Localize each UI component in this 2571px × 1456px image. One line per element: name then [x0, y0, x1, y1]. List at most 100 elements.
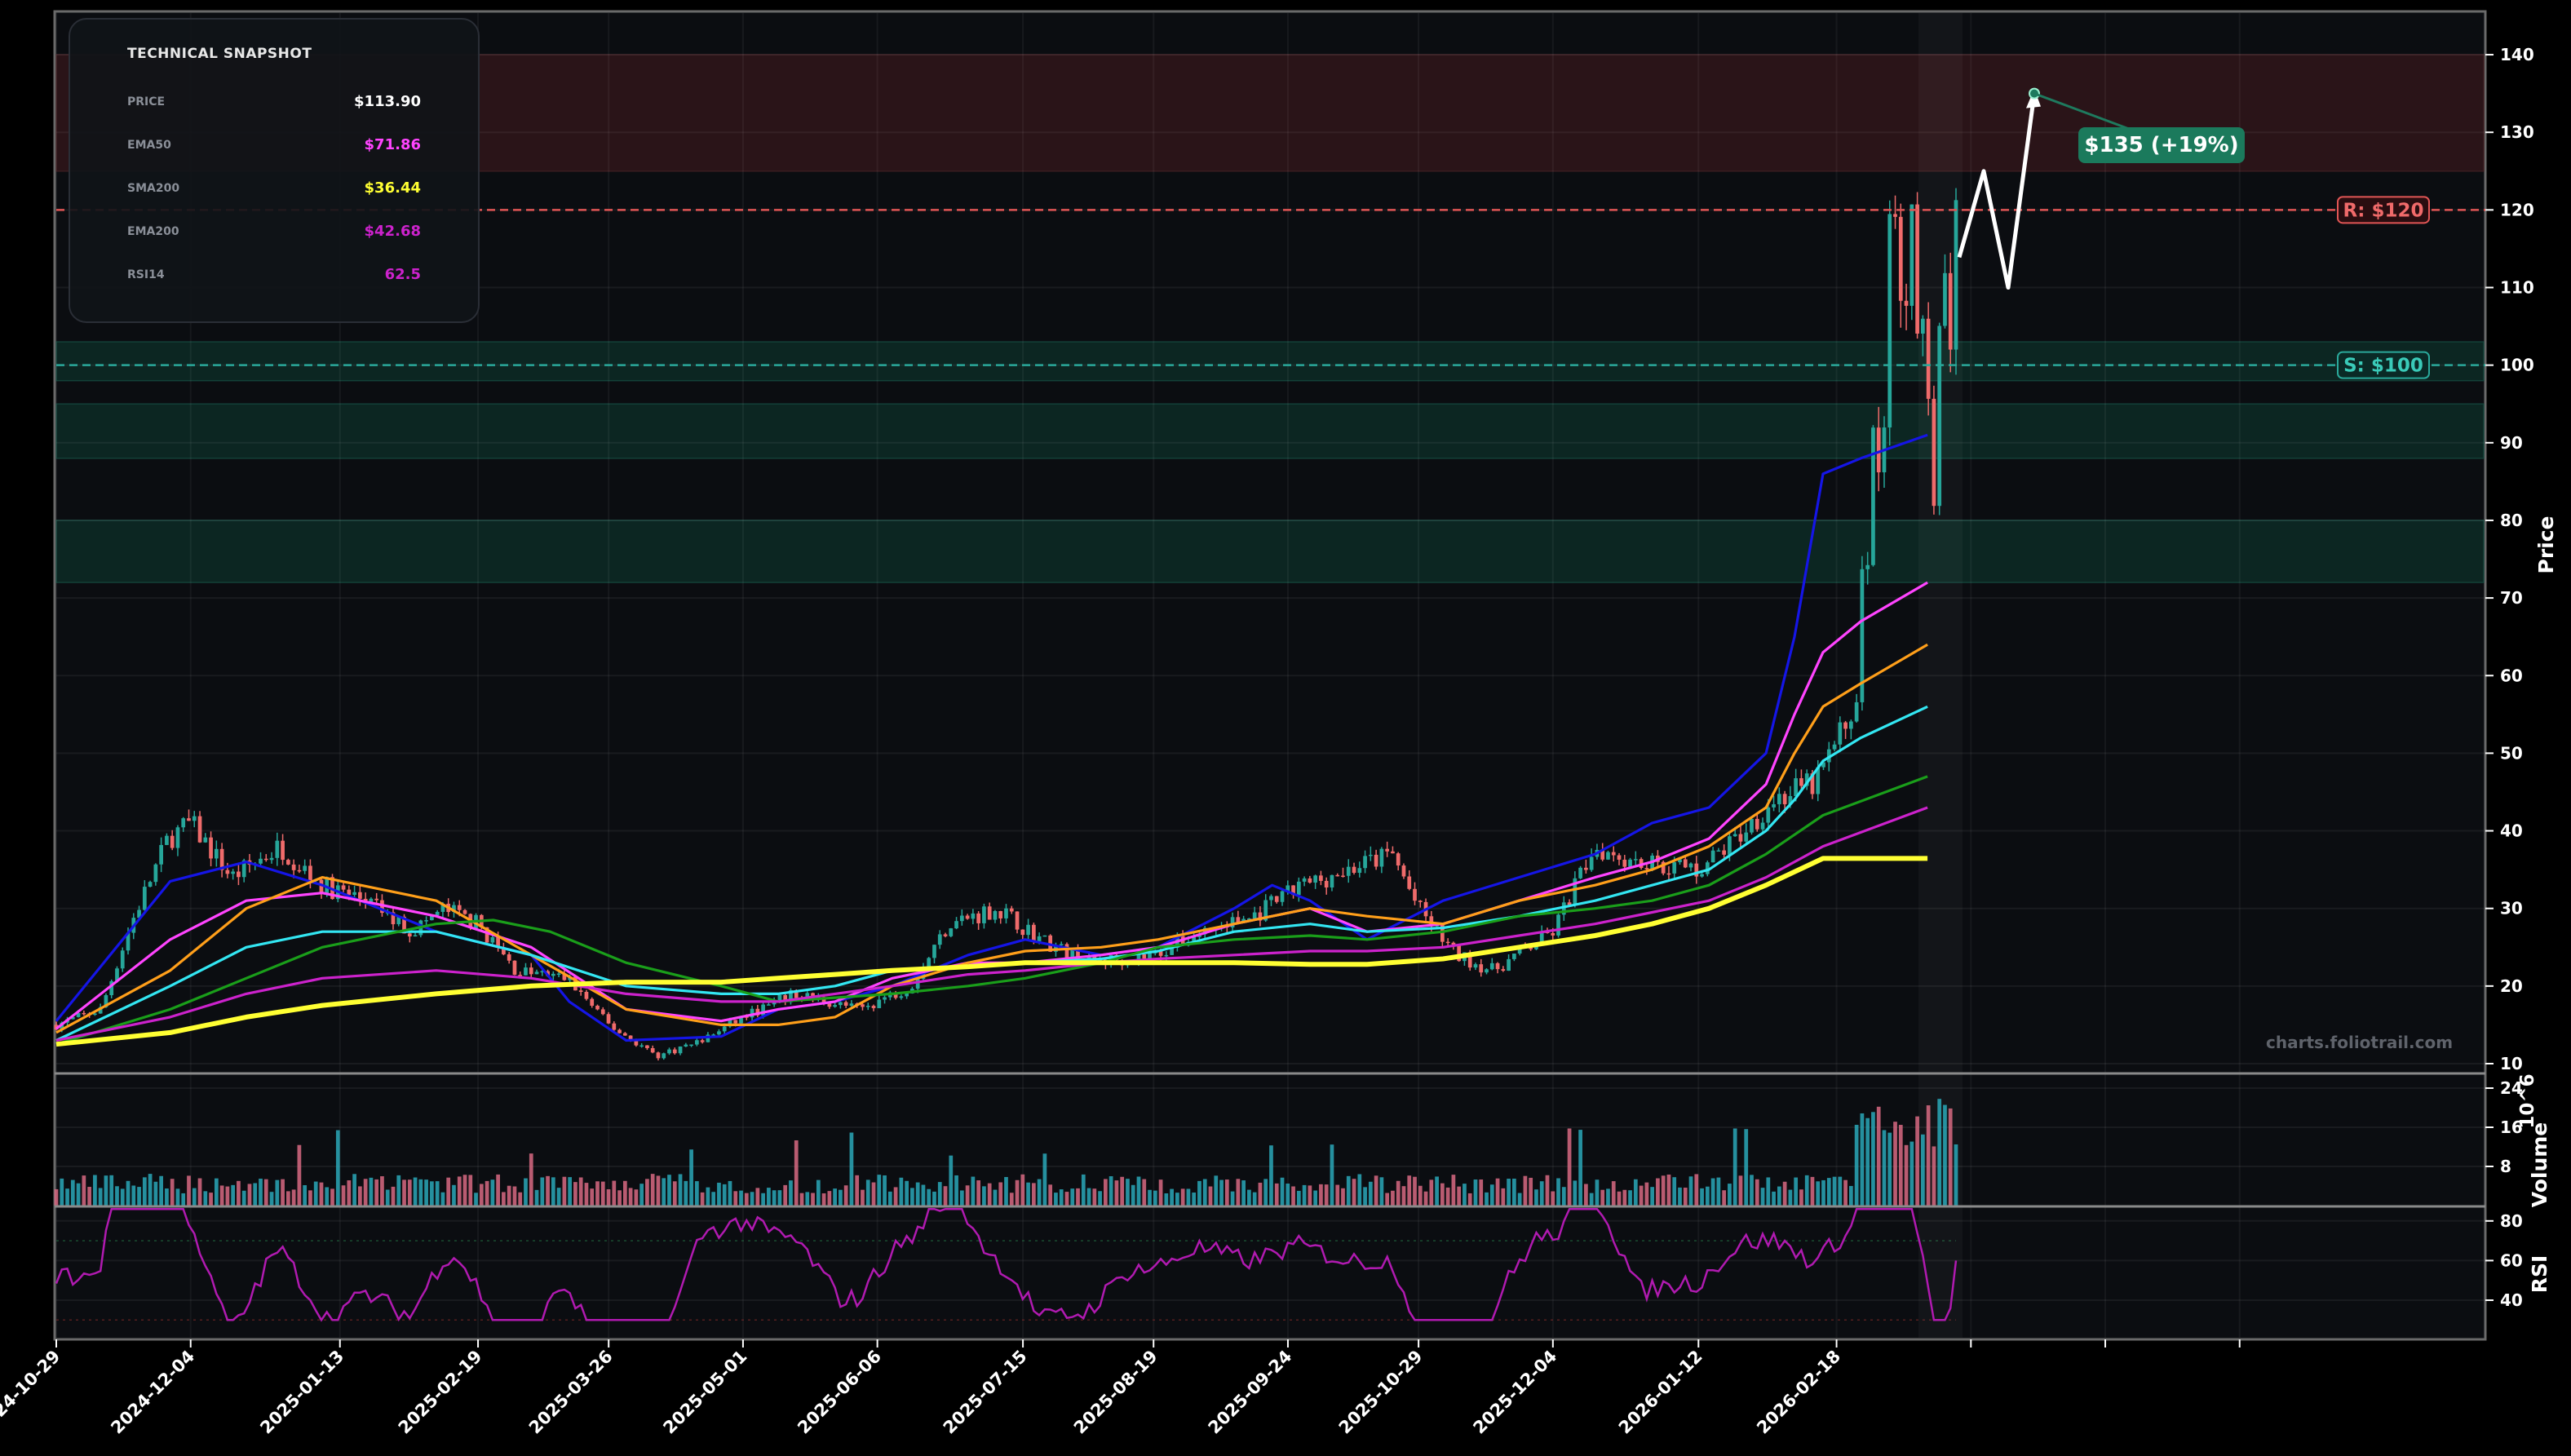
candle-body	[915, 979, 920, 989]
candle-body	[656, 1052, 661, 1059]
candle-body	[1192, 936, 1197, 942]
volume-bar	[849, 1132, 854, 1206]
volume-bar	[462, 1175, 467, 1206]
volume-bar	[1589, 1193, 1594, 1206]
candle-body	[109, 980, 114, 996]
candle-body	[181, 818, 186, 828]
candle-body	[502, 947, 506, 954]
candle-body	[833, 1005, 837, 1007]
candle-body	[678, 1046, 683, 1054]
candle-body	[883, 997, 887, 1000]
volume-bar	[181, 1193, 186, 1206]
support-label: S: $100	[2337, 351, 2430, 379]
candle-body	[1457, 945, 1462, 962]
candle-body	[540, 971, 545, 973]
candle-body	[1937, 325, 1942, 507]
snapshot-label: PRICE	[127, 95, 166, 108]
volume-bar	[1429, 1179, 1434, 1206]
candle-body	[518, 975, 523, 976]
volume-bar	[694, 1181, 699, 1206]
volume-bar	[678, 1174, 683, 1206]
volume-bar	[1700, 1188, 1704, 1206]
candle-body	[1816, 767, 1821, 794]
candle-body	[1004, 908, 1008, 918]
candle-body	[1710, 850, 1715, 863]
volume-bar	[1070, 1188, 1075, 1206]
volume-bar	[435, 1181, 440, 1206]
volume-bar	[1501, 1188, 1506, 1206]
candle-body	[717, 1031, 721, 1035]
volume-bar	[1788, 1189, 1793, 1206]
watermark: charts.foliotrail.com	[2266, 1033, 2454, 1052]
volume-bar	[1291, 1186, 1295, 1206]
volume-bar	[1180, 1188, 1185, 1206]
volume-bar	[667, 1175, 671, 1206]
volume-bar	[1678, 1187, 1682, 1206]
volume-bar	[711, 1192, 716, 1206]
volume-bar	[109, 1175, 114, 1206]
volume-bar	[225, 1186, 230, 1206]
candle-body	[1876, 427, 1881, 473]
candle-body	[1666, 873, 1671, 875]
volume-bar	[187, 1175, 191, 1206]
volume-bar	[982, 1186, 986, 1206]
price-tick-label: 90	[2500, 433, 2523, 453]
price-zone	[55, 403, 2485, 459]
volume-bar	[1319, 1184, 1323, 1206]
candle-body	[783, 994, 788, 1002]
candle-body	[700, 1040, 705, 1042]
candle-body	[187, 818, 191, 821]
volume-bar	[1352, 1179, 1356, 1206]
candle-body	[214, 848, 219, 859]
candle-body	[1584, 867, 1588, 870]
candle-body	[1893, 214, 1897, 217]
candle-body	[667, 1049, 671, 1054]
candle-body	[1617, 855, 1622, 860]
candle-body	[1909, 204, 1914, 306]
candle-body	[369, 898, 374, 904]
volume-bar	[496, 1174, 500, 1206]
volume-bar	[750, 1192, 754, 1206]
candle-body	[192, 816, 197, 821]
candle-body	[1683, 859, 1688, 868]
volume-bar	[468, 1175, 473, 1206]
candle-body	[1921, 318, 1925, 334]
candle-body	[584, 992, 589, 999]
volume-bar	[927, 1188, 931, 1206]
volume-bar	[1009, 1193, 1014, 1206]
volume-bar	[893, 1187, 898, 1206]
candle-body	[225, 870, 230, 874]
volume-bar	[1578, 1130, 1582, 1206]
volume-bar	[1048, 1184, 1053, 1206]
volume-bar	[1252, 1192, 1257, 1206]
candle-body	[175, 827, 180, 848]
snapshot-row-price: PRICE $113.90	[127, 80, 421, 123]
volume-bar	[998, 1182, 1003, 1206]
volume-bar	[1854, 1124, 1859, 1206]
candle-body	[1744, 832, 1749, 842]
candle-body	[959, 915, 964, 922]
candle-body	[1732, 834, 1737, 837]
volume-bar	[1523, 1175, 1528, 1206]
price-tick-label: 70	[2500, 588, 2523, 608]
candle-body	[1136, 954, 1141, 961]
volume-bar	[1413, 1176, 1417, 1206]
price-tick-label: 10	[2500, 1054, 2523, 1073]
volume-bar	[1170, 1188, 1174, 1206]
volume-bar	[855, 1175, 860, 1206]
candle-body	[794, 989, 799, 998]
volume-bar	[1269, 1145, 1273, 1206]
volume-bar	[915, 1182, 920, 1206]
candle-body	[1750, 818, 1754, 833]
candle-body	[534, 971, 539, 975]
volume-bar	[1086, 1188, 1091, 1206]
volume-bar	[1816, 1181, 1821, 1206]
volume-bar	[126, 1180, 131, 1206]
volume-bar	[1092, 1188, 1097, 1206]
volume-bar	[534, 1189, 539, 1206]
rsi-tick-label: 40	[2500, 1290, 2523, 1310]
volume-bar	[546, 1175, 550, 1206]
candle-body	[1485, 969, 1489, 973]
support-label-text: S: $100	[2343, 356, 2423, 377]
candle-body	[1600, 849, 1605, 860]
